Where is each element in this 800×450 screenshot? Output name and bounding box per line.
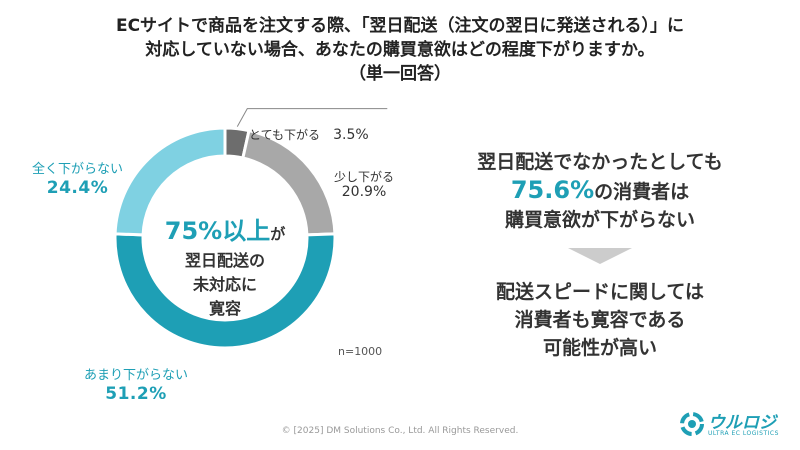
summary-percent: 75.6% xyxy=(510,176,595,204)
center-line-4: 寛容 xyxy=(208,299,241,318)
label-not-at-all-decrease-value: 24.4% xyxy=(46,177,109,198)
label-slight-decrease: 少し下がる 20.9% xyxy=(334,170,394,201)
label-not-at-all-decrease-name: 全く下がらない xyxy=(32,162,124,177)
copyright-footer: © [2025] DM Solutions Co., Ltd. All Righ… xyxy=(281,426,519,436)
summary-line-3: 購買意欲が下がらない xyxy=(504,209,695,231)
label-very-decrease-name: とても下がる xyxy=(249,128,321,142)
summary-line-4: 配送スピードに関しては xyxy=(495,281,705,303)
donut-center-text: 75%以上が 翌日配送の 未対応に 寛容 xyxy=(155,216,295,321)
label-very-decrease: とても下がる 3.5% xyxy=(249,124,369,144)
leader-line xyxy=(236,108,388,127)
center-line-3: 未対応に xyxy=(192,275,257,294)
label-slight-decrease-value: 20.9% xyxy=(341,184,387,201)
summary-line-6: 可能性が高い xyxy=(542,337,657,359)
slice-not-much-decrease xyxy=(113,232,337,350)
title-line-2: 対応していない場合、あなたの購買意欲はどの程度下がりますか。 xyxy=(145,40,655,60)
summary-line-2-rest: の消費者は xyxy=(594,181,690,203)
company-logo: ウルロジ ULTRA EC LOGISTICS xyxy=(678,408,788,444)
summary-line-2: 75.6%の消費者は xyxy=(450,176,750,206)
sample-size-note: n=1000 xyxy=(338,345,383,358)
title-line-3: （単一回答） xyxy=(349,64,451,84)
label-not-much-decrease-name: あまり下がらない xyxy=(84,368,189,383)
summary-line-5: 消費者も寛容である xyxy=(514,309,686,331)
logo-subtitle: ULTRA EC LOGISTICS xyxy=(708,430,779,437)
slice-not-at-all-decrease xyxy=(113,126,227,237)
down-triangle-arrow-icon xyxy=(568,248,632,264)
label-not-much-decrease: あまり下がらない 51.2% xyxy=(84,368,188,404)
title-line-1: ECサイトで商品を注文する際、「翌日配送（注文の翌日に発送される）」に xyxy=(115,16,685,36)
ultra-ec-logistics-logo-icon xyxy=(680,412,704,436)
center-particle: が xyxy=(270,225,286,243)
center-big-text: 75%以上 xyxy=(164,217,271,245)
logo-name: ウルロジ xyxy=(708,413,776,433)
summary-panel: 翌日配送でなかったとしても 75.6%の消費者は 購買意欲が下がらない 配送スピ… xyxy=(450,148,750,362)
label-not-much-decrease-value: 51.2% xyxy=(105,383,167,404)
center-headline: 75%以上が xyxy=(155,216,295,249)
label-not-at-all-decrease: 全く下がらない 24.4% xyxy=(32,162,123,198)
label-very-decrease-value: 3.5% xyxy=(333,127,369,143)
label-slight-decrease-name: 少し下がる xyxy=(334,170,395,184)
summary-line-1: 翌日配送でなかったとしても xyxy=(477,151,723,173)
chart-title: ECサイトで商品を注文する際、「翌日配送（注文の翌日に発送される）」に 対応して… xyxy=(40,14,760,86)
center-line-2: 翌日配送の xyxy=(184,251,265,270)
